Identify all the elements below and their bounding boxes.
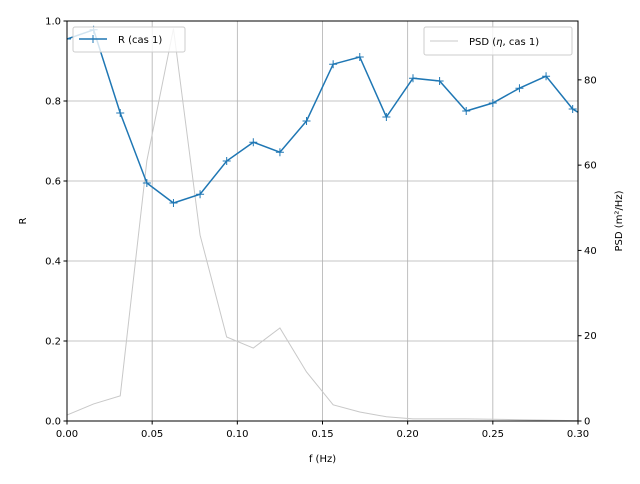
y-right-tick-label: 20 — [584, 331, 597, 342]
r-point-marker — [116, 109, 125, 117]
r-point-marker — [408, 74, 417, 83]
legend-label-r: R (cas 1) — [118, 35, 162, 46]
r-line — [67, 28, 578, 204]
r-point-marker — [302, 117, 311, 125]
r-point-marker — [169, 199, 178, 207]
y-tick-label: 0.0 — [45, 417, 61, 428]
y-tick-label: 0.6 — [45, 177, 61, 188]
y-right-tick-label: 80 — [584, 75, 597, 86]
psd-line — [67, 28, 578, 421]
x-tick-label: 0.25 — [482, 429, 504, 440]
series-group — [67, 25, 603, 421]
legend-marker-plus — [89, 35, 97, 43]
r-point-marker — [196, 190, 205, 199]
x-tick-label: 0.30 — [567, 429, 589, 440]
x-tick-label: 0.20 — [397, 429, 419, 440]
r-point-marker — [67, 35, 71, 43]
r-point-marker — [515, 84, 524, 93]
ticks: 0.00 0.05 0.10 0.15 0.20 0.25 0.30 0.0 0.2 0.4 0.6… — [45, 17, 597, 441]
y-right-axis-label: PSD (m²/Hz) — [614, 190, 625, 251]
x-tick-label: 0.05 — [141, 429, 163, 440]
r-point-marker — [142, 179, 151, 187]
series-lines — [67, 25, 603, 421]
legend-right: PSD (η, cas 1) — [423, 26, 573, 56]
r-point-marker — [542, 72, 551, 81]
x-axis-label: f (Hz) — [309, 454, 336, 465]
grid — [66, 20, 579, 422]
y-right-tick-label: 40 — [584, 246, 597, 257]
r-point-marker — [382, 113, 391, 121]
r-point-marker — [568, 105, 577, 113]
r-point-marker — [329, 60, 338, 69]
r-point-marker — [435, 77, 444, 85]
x-tick-label: 0.15 — [311, 429, 333, 440]
x-tick-label: 0.10 — [226, 429, 248, 440]
legend-label-psd: PSD (η, cas 1) — [469, 37, 539, 48]
y-tick-label: 0.8 — [45, 97, 61, 108]
x-tick-label: 0.00 — [56, 429, 78, 440]
y-tick-label: 0.4 — [45, 257, 61, 268]
y-tick-label: 1.0 — [45, 17, 61, 28]
r-point-marker — [355, 53, 364, 61]
y-tick-label: 0.2 — [45, 337, 61, 348]
r-point-marker — [222, 157, 231, 165]
r-point-marker — [595, 121, 603, 129]
r-point-marker — [249, 138, 258, 147]
y-axis-label: R — [18, 217, 29, 224]
r-point-marker — [488, 99, 497, 107]
r-point-marker — [462, 107, 471, 115]
y-right-tick-label: 60 — [584, 161, 597, 172]
r-point-marker — [275, 148, 284, 157]
legend-left: R (cas 1) — [72, 26, 186, 53]
y-right-tick-label: 0 — [584, 417, 590, 428]
